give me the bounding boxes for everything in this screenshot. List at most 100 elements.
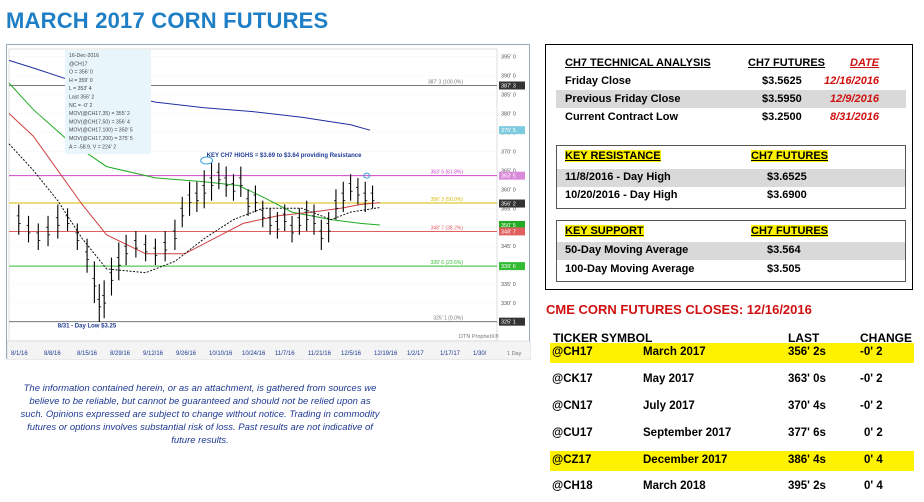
x-tick-label: 1/30/ xyxy=(473,351,487,357)
tech-row-label: Previous Friday Close xyxy=(565,93,681,105)
closes-change: 0' 4 xyxy=(864,480,883,492)
support-row-label: 50-Day Moving Average xyxy=(565,244,689,256)
row-shade xyxy=(556,90,906,108)
price-axis-tag xyxy=(499,171,525,180)
closes-last: 363' 0s xyxy=(788,373,826,385)
key-high-marker xyxy=(200,156,214,165)
resistance-row-value: $3.6900 xyxy=(767,189,807,201)
info-box xyxy=(65,50,151,154)
closes-row: @CK17 May 2017 363' 0s -0' 2 xyxy=(550,370,914,390)
info-line: L = 353' 4 xyxy=(69,86,92,92)
y-tick-label: 380' 0 xyxy=(501,111,516,117)
x-tick-label: 8/15/16 xyxy=(77,351,98,357)
price-axis-tag-label: 375' 5 xyxy=(501,128,516,134)
closes-header-ticker: TICKER SYMBOL xyxy=(553,331,653,345)
info-line: 16-Dec-2016 xyxy=(69,53,99,59)
closes-last: 370' 4s xyxy=(788,400,826,412)
info-line: Last 356' 2 xyxy=(69,95,94,101)
chart-annotation: KEY CH7 HIGHS = $3.69 to $3.64 providing… xyxy=(207,153,362,159)
closes-month: July 2017 xyxy=(643,400,695,412)
price-axis-tag-label: 339' 6 xyxy=(501,264,516,270)
closes-ticker: @CH17 xyxy=(552,346,593,358)
chart-annotation: 8/31 - Day Low $3.25 xyxy=(58,324,117,330)
tech-row-date: 12/16/2016 xyxy=(824,75,880,87)
y-tick-label: 365' 0 xyxy=(501,168,516,174)
y-tick-label: 360' 0 xyxy=(501,187,516,193)
closes-header-change: CHANGE xyxy=(860,331,913,345)
support-header-futures: CH7 FUTURES xyxy=(751,225,829,237)
info-line: MOV(@CH17,100) = 350' 5 xyxy=(69,128,133,134)
fib-level-label: 387' 3 (100.0%) xyxy=(428,80,463,86)
price-axis-tag-label: 363' 5 xyxy=(501,174,516,180)
row-shade xyxy=(557,169,905,187)
closes-last: 395' 2s xyxy=(788,480,826,492)
closes-row: @CU17 September 2017 377' 6s 0' 2 xyxy=(550,424,914,444)
y-tick-label: 390' 0 xyxy=(501,74,516,80)
x-tick-label: 1/2/17 xyxy=(407,351,424,357)
closes-month: March 2017 xyxy=(643,346,706,358)
key-support-box: KEY SUPPORT CH7 FUTURES 50-Day Moving Av… xyxy=(556,220,906,282)
closes-row: @CH17 March 2017 356' 2s -0' 2 xyxy=(550,343,914,363)
closes-ticker: @CZ17 xyxy=(552,454,592,466)
tech-header-date: DATE xyxy=(850,57,880,69)
fib-level-label: 363' 5 (61.8%) xyxy=(431,170,464,176)
price-axis-tag xyxy=(499,126,525,135)
tech-row-value: $3.5625 xyxy=(762,75,802,87)
closes-title: CME CORN FUTURES CLOSES: 12/16/2016 xyxy=(546,302,812,317)
price-axis-tag xyxy=(499,81,525,90)
closes-row: @CH18 March 2018 395' 2s 0' 4 xyxy=(550,477,914,497)
y-tick-label: 345' 0 xyxy=(501,244,516,250)
closes-ticker: @CU17 xyxy=(552,427,593,439)
resistance-row-value: $3.6525 xyxy=(767,171,807,183)
key-high-marker xyxy=(363,172,371,179)
y-tick-label: 370' 0 xyxy=(501,149,516,155)
interval-label: 1 Day xyxy=(507,351,522,357)
x-tick-label: 10/10/16 xyxy=(209,351,233,357)
y-tick-label: 330' 0 xyxy=(501,301,516,307)
y-tick-label: 335' 0 xyxy=(501,282,516,288)
price-axis-tag xyxy=(499,317,525,326)
moving-average-line xyxy=(8,59,371,131)
y-tick-label: 385' 0 xyxy=(501,93,516,99)
info-line: A = -58.9, V = 224' 2 xyxy=(69,144,116,150)
y-tick-label: 395' 0 xyxy=(501,55,516,61)
x-tick-label: 11/7/16 xyxy=(275,351,295,357)
disclaimer: The information contained herein, or as … xyxy=(20,383,380,446)
resistance-header-futures: CH7 FUTURES xyxy=(751,150,829,162)
tech-row-label: Friday Close xyxy=(565,75,632,87)
tech-row-value: $3.5950 xyxy=(762,93,802,105)
info-line: MOV(@CH17,50) = 356' 4 xyxy=(69,119,130,125)
closes-change: -0' 2 xyxy=(860,346,883,358)
closes-ticker: @CK17 xyxy=(552,373,593,385)
price-axis-tag xyxy=(499,199,525,208)
tech-row-label: Current Contract Low xyxy=(565,111,679,123)
price-axis-tag xyxy=(499,220,525,229)
tech-header-futures: CH7 FUTURES xyxy=(748,57,826,69)
fib-level-label: 339' 6 (23.6%) xyxy=(431,260,464,266)
tech-row-value: $3.2500 xyxy=(762,111,802,123)
key-resistance-box: KEY RESISTANCE CH7 FUTURES 11/8/2016 - D… xyxy=(556,145,906,209)
closes-change: 0' 2 xyxy=(864,427,883,439)
resistance-row-label: 11/8/2016 - Day High xyxy=(565,171,671,183)
technical-analysis-box: CH7 TECHNICAL ANALYSIS CH7 FUTURES DATE … xyxy=(545,44,913,290)
closes-row: @CZ17 December 2017 386' 4s 0' 4 xyxy=(550,451,914,471)
chart-source-label: DTN ProphetX® xyxy=(459,333,499,340)
info-line: NC = -0' 2 xyxy=(69,103,92,109)
closes-change: -0' 2 xyxy=(860,373,883,385)
tech-row-date: 12/9/2016 xyxy=(830,93,879,105)
price-axis-tag-label: 387' 3 xyxy=(501,84,516,90)
fib-level-label: 325' 1 (0.0%) xyxy=(433,316,463,322)
price-axis-tag-label: 350' 5 xyxy=(501,223,516,229)
info-line: O = 356' 0 xyxy=(69,70,93,76)
info-line: @CH17 xyxy=(69,61,88,67)
fib-level-label: 356' 3 (50.0%) xyxy=(431,197,464,203)
x-tick-label: 12/5/16 xyxy=(341,351,362,357)
row-shade xyxy=(557,242,905,260)
price-axis-tag-label: 325' 1 xyxy=(501,320,516,326)
closes-month: December 2017 xyxy=(643,454,728,466)
x-tick-label: 8/8/16 xyxy=(44,351,61,357)
x-tick-label: 9/26/16 xyxy=(176,351,197,357)
info-line: MOV(@CH17,35) = 355' 2 xyxy=(69,111,130,117)
moving-average-line xyxy=(8,82,380,226)
